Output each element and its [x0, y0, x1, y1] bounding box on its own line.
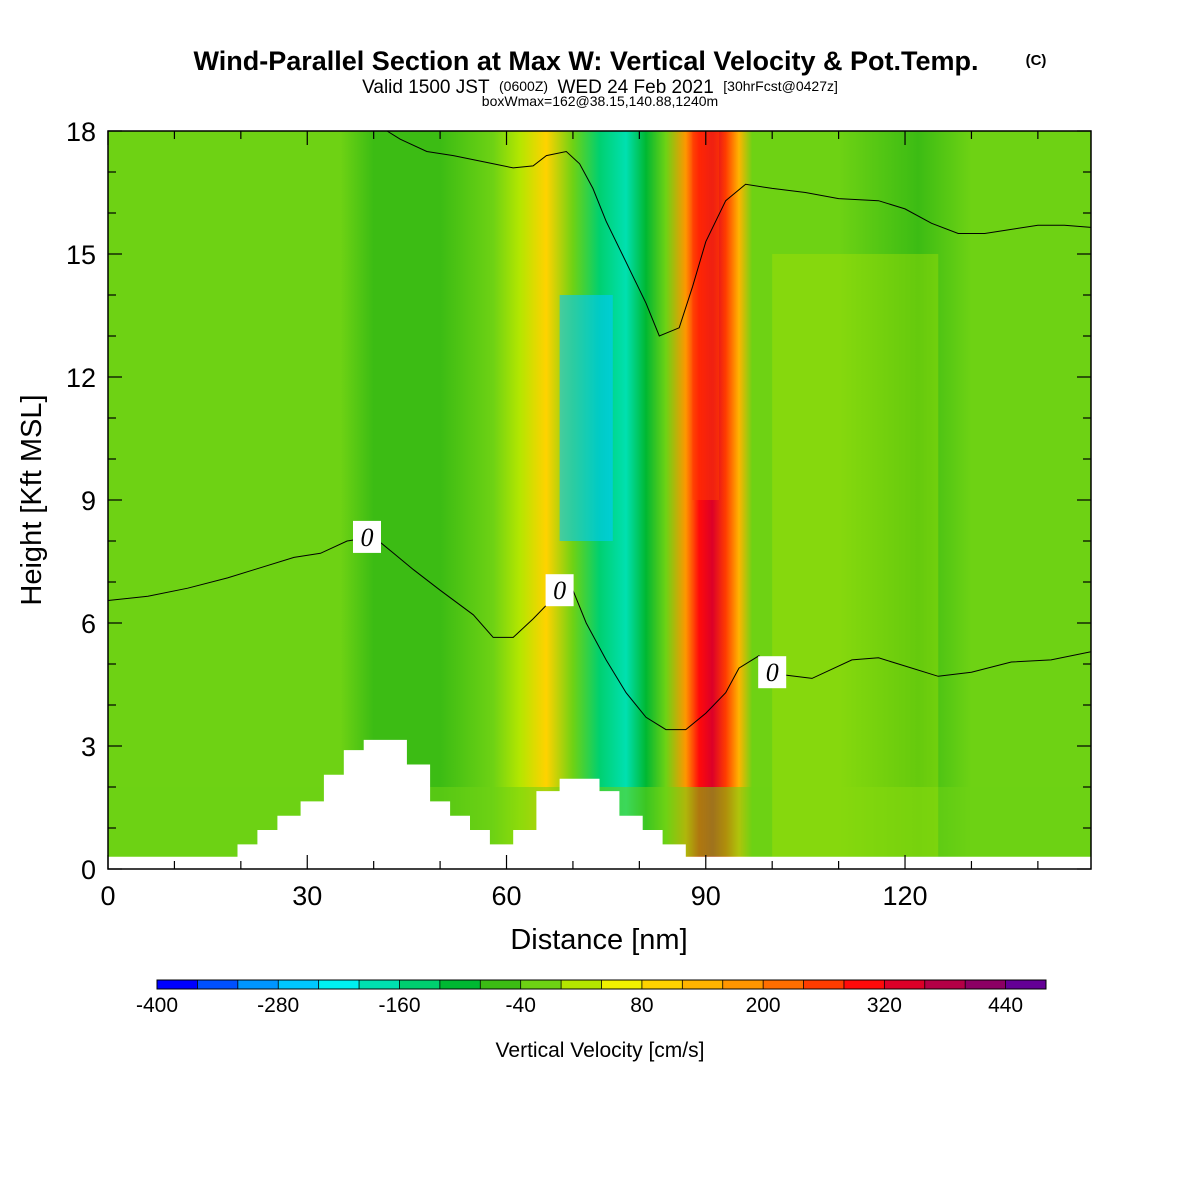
colorbar-title: Vertical Velocity [cm/s] [496, 1039, 705, 1062]
colorbar-swatch [561, 980, 602, 989]
forecast-info: [30hrFcst@0427z] [723, 78, 838, 94]
colorbar-swatch [439, 980, 481, 989]
colorbar-swatch [763, 980, 804, 989]
colorbar-swatch [641, 980, 683, 989]
colorbar-swatch [884, 980, 926, 989]
theta-contour-upper-line [386, 131, 1091, 337]
x-axis-title: Distance [nm] [510, 924, 687, 956]
colorbar-swatch [318, 980, 360, 989]
y-tick-label: 18 [66, 117, 96, 147]
colorbar-swatch [480, 980, 522, 989]
contour-label-bg [758, 656, 787, 689]
y-tick-label: 3 [81, 732, 96, 762]
box-info: boxWmax=162@38.15,140.88,1240m [482, 93, 718, 109]
colorbar-tick-label: -160 [378, 994, 420, 1017]
y-tick-label: 9 [81, 486, 96, 516]
colorbar-tick-label: 440 [988, 994, 1023, 1017]
valid-date: WED 24 Feb 2021 [558, 77, 714, 98]
chart-title: Wind-Parallel Section at Max W: Vertical… [194, 46, 979, 76]
y-tick-label: 12 [66, 363, 96, 393]
colorbar-swatch [803, 980, 845, 989]
axis-ticks: 0 30 60 90 120 0 3 6 9 12 15 18 [66, 117, 1091, 911]
contour-label: 0 [545, 574, 574, 607]
colorbar-tick-label: -40 [506, 994, 536, 1017]
field-patch [307, 131, 328, 234]
y-tick-label: 6 [81, 609, 96, 639]
field-patch [772, 254, 939, 857]
contour-label-bg [545, 574, 574, 607]
x-tick-label: 30 [292, 881, 322, 911]
colorbar-swatch [843, 980, 885, 989]
terrain-profile [108, 739, 1091, 869]
contour-label-text: 0 [553, 576, 566, 605]
valid-utc: (0600Z) [499, 78, 548, 94]
x-tick-label: 90 [691, 881, 721, 911]
valid-time-line: Valid 1500 JST (0600Z) WED 24 Feb 2021 [… [362, 77, 838, 98]
colorbar-tick-label: 200 [746, 994, 781, 1017]
colorbar-tick-label: 80 [630, 994, 653, 1017]
colorbar-tick-label: -280 [257, 994, 299, 1017]
theta-contour-line [108, 536, 1091, 731]
colorbar-frame [156, 979, 1047, 990]
colorbar-swatch [1005, 980, 1047, 989]
contour-label: 0 [353, 520, 381, 553]
field-patch [1051, 377, 1091, 857]
x-tick-label: 0 [100, 881, 115, 911]
theta-contours [108, 131, 1091, 731]
contour-label: 0 [758, 656, 787, 689]
colorbar-swatch [359, 980, 400, 989]
colorbar-swatch [237, 980, 279, 989]
colorbar-swatch [520, 980, 562, 989]
colorbar-swatch [682, 980, 724, 989]
field-patch [559, 295, 613, 541]
valid-prefix: Valid 1500 JST [362, 77, 490, 98]
y-tick-label: 0 [81, 855, 96, 885]
colorbar-swatch [722, 980, 764, 989]
colorbar-swatch [399, 980, 441, 989]
colorbar-swatch [965, 980, 1006, 989]
contour-labels: 0 0 0 [353, 520, 787, 689]
colorbar-tick-label: -400 [136, 994, 178, 1017]
colorbar-swatch [278, 980, 320, 989]
colorbar: -400 -280 -160 -40 80 200 320 440 [136, 979, 1047, 1017]
x-tick-label: 60 [491, 881, 521, 911]
colorbar-swatch [924, 980, 966, 989]
y-tick-label: 15 [66, 240, 96, 270]
contour-label-text: 0 [766, 658, 779, 687]
field-patch [692, 131, 720, 500]
colorbar-tick-label: 320 [867, 994, 902, 1017]
colorbar-swatch [157, 980, 198, 989]
chart-title-mark: (C) [1026, 52, 1047, 69]
x-tick-label: 120 [882, 881, 927, 911]
colorbar-swatch [197, 980, 239, 989]
contour-label-text: 0 [361, 523, 374, 552]
colorbar-swatch [601, 980, 643, 989]
y-axis-title: Height [Kft MSL] [16, 394, 48, 605]
contour-label-bg [353, 520, 381, 553]
